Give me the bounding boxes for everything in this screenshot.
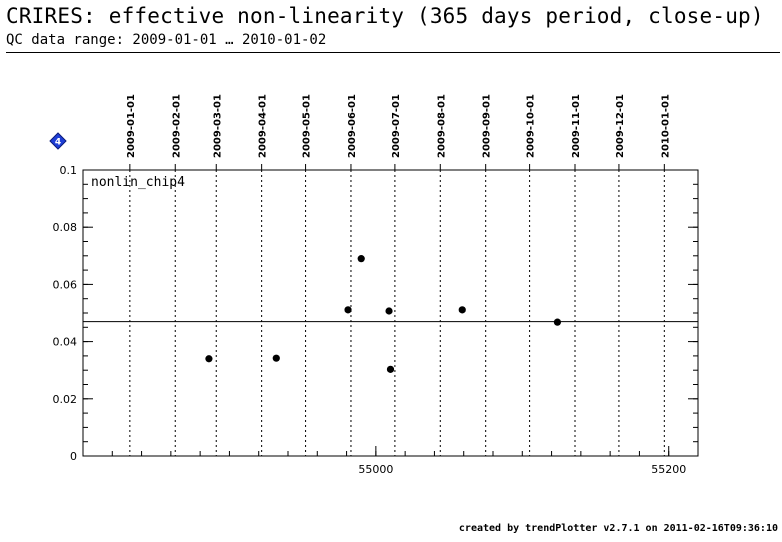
date-label: 2009-03-01 [212,94,223,158]
date-gridlines: 2009-01-01 2009-02-01 2009-03-01 2009-04-01… [126,94,671,456]
title-divider [6,52,780,53]
date-label: 2009-06-01 [347,94,358,158]
data-range-subtitle: QC data range: 2009-01-01 … 2010-01-02 [6,32,327,48]
data-point [458,306,466,314]
date-label: 2009-04-01 [258,94,269,158]
date-label: 2009-07-01 [391,94,402,158]
date-label: 2009-05-01 [302,94,313,158]
y-tick-label: 0.04 [53,336,78,349]
chart-title: CRIRES: effective non-linearity (365 day… [6,4,764,28]
data-point [205,355,213,363]
y-tick-label: 0.08 [53,221,78,234]
y-tick-label: 0.02 [53,393,78,406]
x-tick-label: 55000 [358,463,393,476]
data-points [205,255,562,373]
date-label: 2009-02-01 [171,94,182,158]
footer-credit: created by trendPlotter v2.7.1 on 2011-0… [458,523,778,534]
data-point [272,354,280,362]
data-point [357,255,365,263]
date-label: 2010-01-01 [660,94,671,158]
data-point [386,365,395,373]
y-tick-label: 0 [70,450,77,463]
date-label: 2009-11-01 [571,94,582,158]
axes: 0 0.02 0.04 0.06 0.08 0.1 55000 55200 [53,164,699,476]
date-label: 2009-08-01 [436,94,447,158]
date-label: 2009-12-01 [615,94,626,158]
marker-label: 4 [55,138,61,148]
panel-label: nonlin_chip4 [91,175,185,190]
data-point [553,318,562,326]
y-tick-label: 0.06 [53,278,78,291]
y-tick-label: 0.1 [60,164,78,177]
x-tick-label: 55200 [651,463,686,476]
data-point [385,307,393,315]
date-label: 2009-01-01 [126,94,137,158]
data-point [344,306,352,314]
diamond-icon: 4 [49,132,67,150]
diamond-shape [49,132,67,150]
date-label: 2009-10-01 [526,94,537,158]
date-label: 2009-09-01 [482,94,493,158]
